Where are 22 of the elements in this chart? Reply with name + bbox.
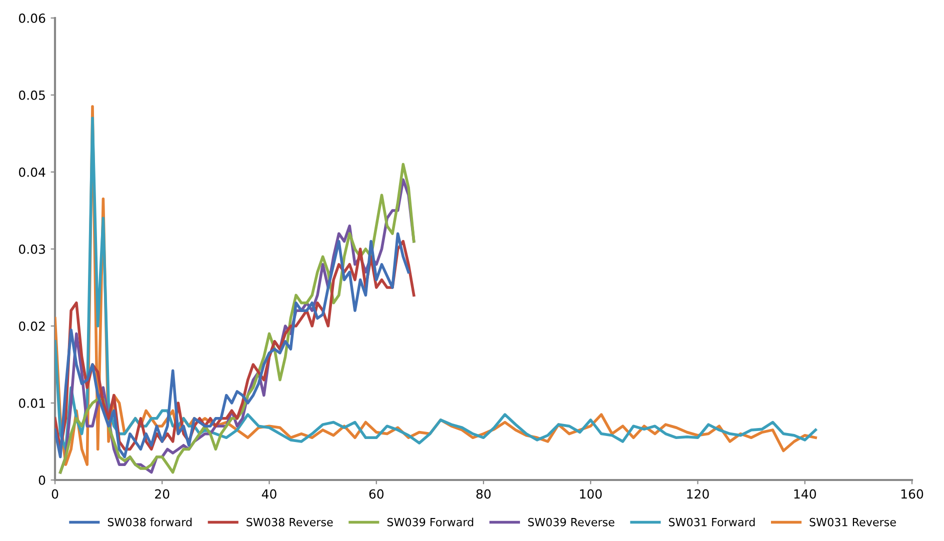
y-tick-label: 0: [38, 475, 46, 485]
y-tick-label: 0.01: [18, 398, 45, 408]
y-tick-label: 0.03: [18, 244, 45, 254]
x-tick-label: 120: [687, 489, 709, 499]
legend-label: SW038 forward: [108, 518, 192, 526]
y-tick-label: 0.05: [18, 90, 45, 100]
x-tick-label: 20: [155, 489, 170, 499]
x-tick-label: 100: [580, 489, 602, 499]
legend-label: SW031 Reverse: [810, 518, 896, 526]
legend-label: SW038 Reverse: [246, 518, 333, 526]
x-tick-label: 160: [901, 489, 924, 499]
y-tick-label: 0.04: [18, 167, 46, 177]
y-tick-label: 0.06: [18, 13, 46, 23]
x-tick-label: 80: [476, 489, 491, 499]
legend-label: SW031 Forward: [668, 518, 755, 526]
legend-label: SW039 Forward: [387, 518, 474, 526]
x-tick-label: 40: [262, 489, 276, 499]
x-tick-label: 60: [369, 489, 384, 499]
y-tick-label: 0.02: [18, 321, 45, 331]
x-tick-label: 140: [794, 489, 816, 499]
x-tick-label: 0: [52, 489, 58, 499]
legend-label: SW039 Reverse: [528, 518, 614, 526]
